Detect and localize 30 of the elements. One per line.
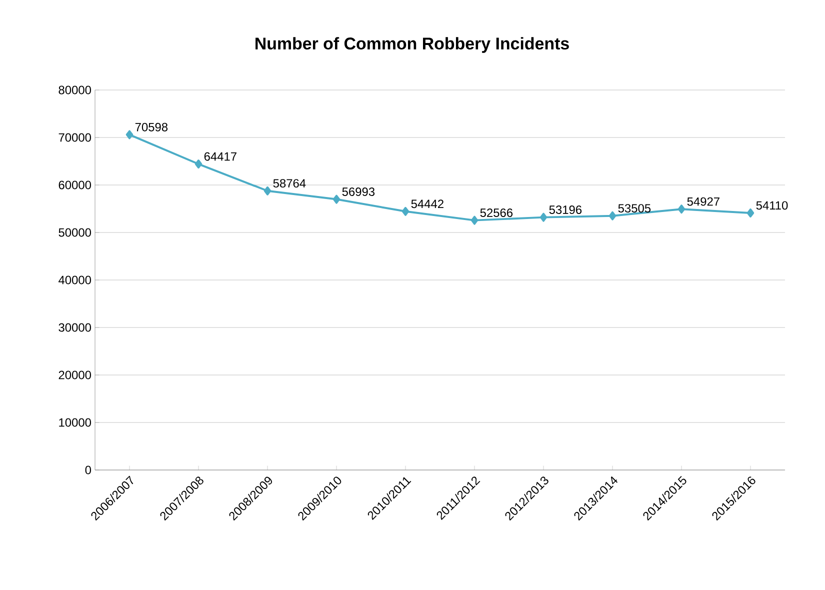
point [194,160,202,169]
data-label: 53196 [549,206,582,214]
y-tick-label: 10000 [59,418,92,427]
data-label: 54442 [411,200,444,208]
data-label: 54927 [687,197,720,206]
data-label: 56993 [342,188,375,196]
point [332,194,340,204]
y-tick-label: 60000 [58,180,92,190]
chart-title: Number of Common Robbery Incidents [256,37,569,53]
y-tick-label: 40000 [58,276,92,284]
y-tick-label: 70000 [58,133,92,142]
data-label: 70598 [135,122,168,132]
point [470,216,478,225]
data-label: 64417 [204,152,236,161]
point [746,208,754,218]
y-tick-label: 80000 [58,86,92,94]
point [402,206,410,216]
point [540,212,548,222]
data-label: 52566 [480,208,513,217]
y-tick-label: 50000 [58,228,92,237]
data-label: 54110 [756,201,788,210]
point [264,186,272,196]
point [126,130,134,140]
point [608,211,616,220]
data-label: 53505 [618,204,651,213]
y-tick-label: 20000 [58,370,92,380]
data-label: 58764 [273,179,306,188]
y-tick-label: 30000 [58,323,92,332]
point [678,204,686,214]
y-tick-label: 0 [85,466,92,474]
